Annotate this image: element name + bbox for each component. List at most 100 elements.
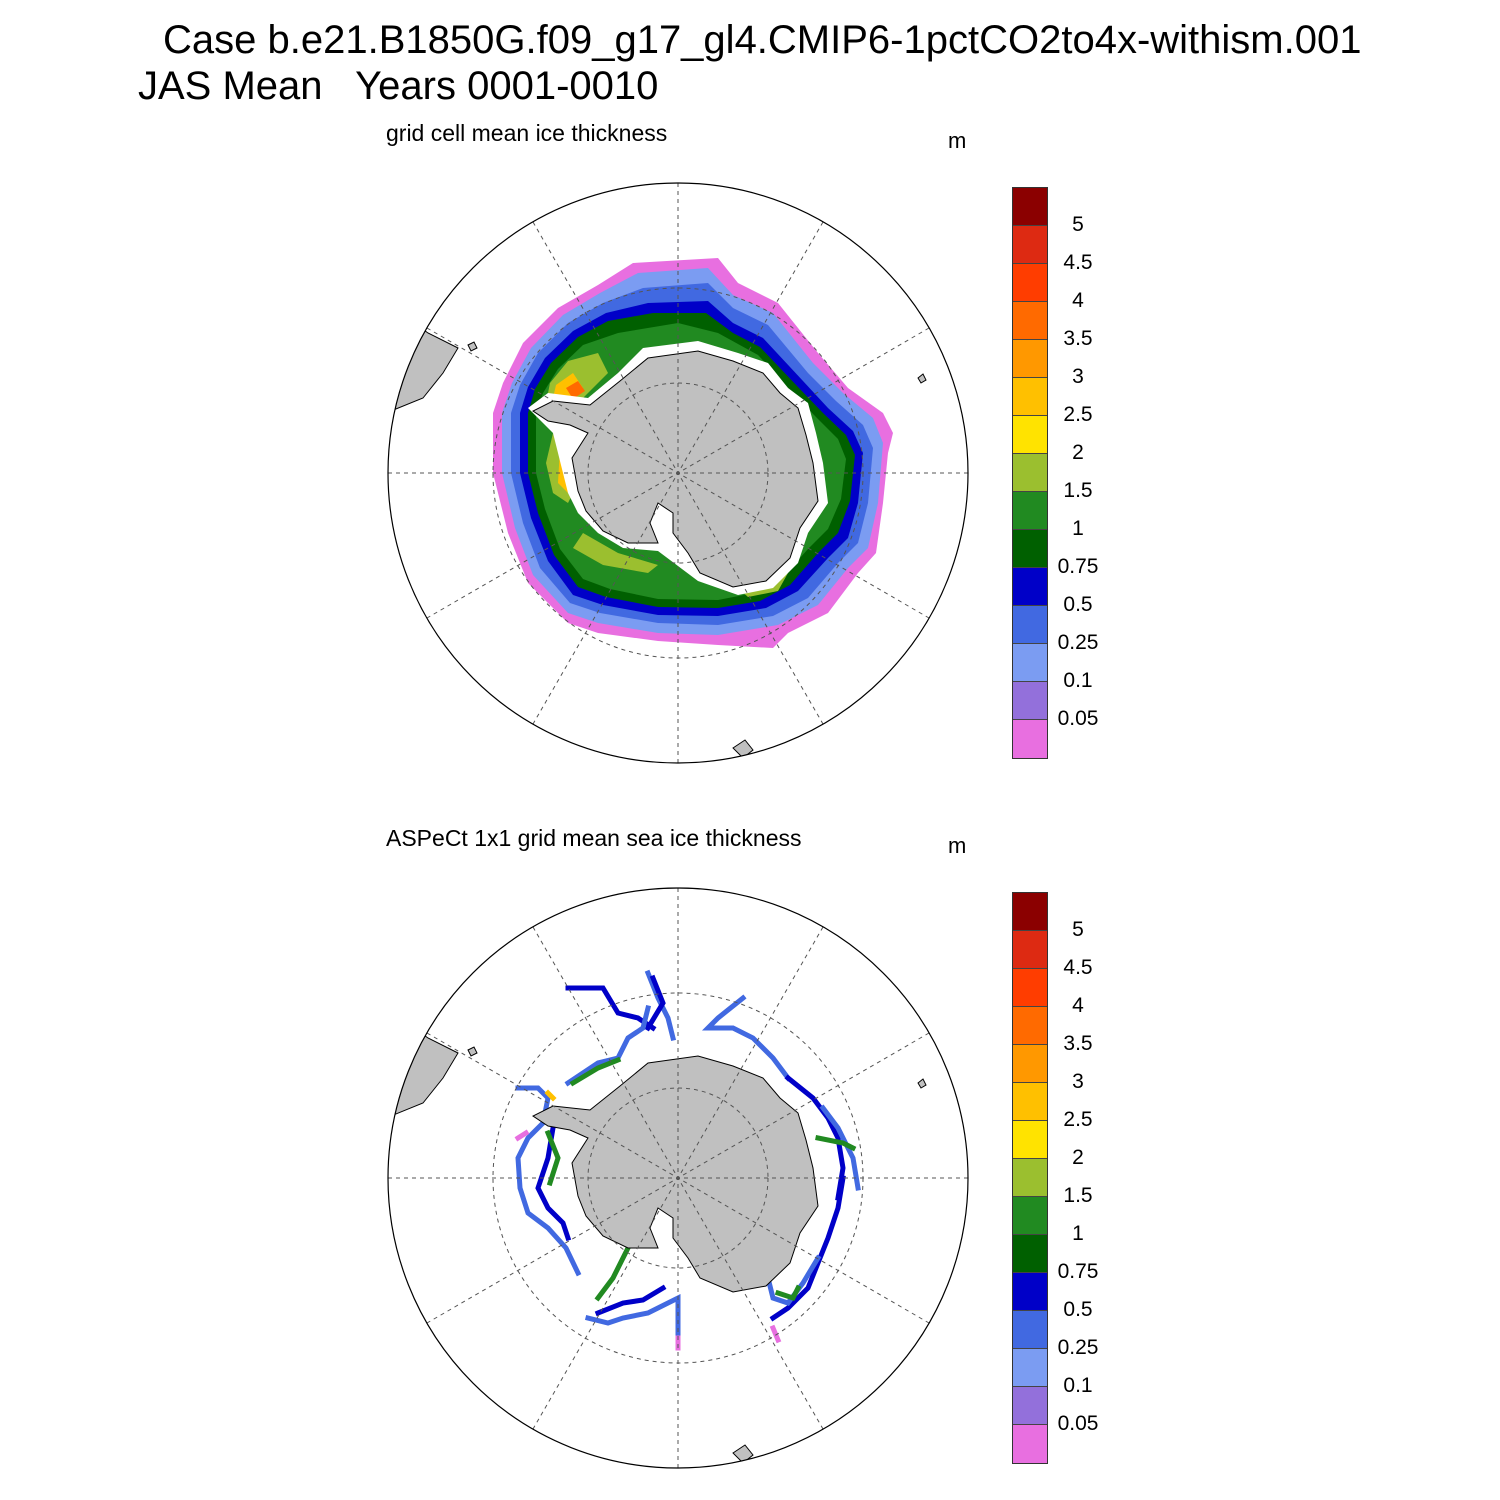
figure-title-period: JAS Mean Years 0001-0010 — [138, 64, 659, 108]
panel1-island — [467, 341, 478, 352]
ship-track — [535, 1125, 572, 1242]
colorbar-swatch — [1013, 340, 1047, 378]
panel2-antarctica — [532, 1055, 819, 1293]
colorbar-tick-label: 3 — [1072, 365, 1084, 388]
colorbar-swatch — [1013, 1083, 1047, 1121]
panel2-ship-tracks — [514, 969, 861, 1351]
colorbar-swatch — [1013, 492, 1047, 530]
colorbar-swatch — [1013, 606, 1047, 644]
colorbar-tick-label: 0.05 — [1057, 1412, 1099, 1435]
colorbar-tick-label: 0.5 — [1063, 1298, 1093, 1321]
colorbar-swatch — [1013, 1349, 1047, 1387]
colorbar-swatch — [1013, 720, 1047, 758]
panel2-colorbar — [1012, 892, 1048, 1464]
ship-track — [774, 1284, 802, 1302]
ship-track — [565, 985, 657, 1032]
colorbar-swatch — [1013, 568, 1047, 606]
colorbar-swatch — [1013, 416, 1047, 454]
colorbar-swatch — [1013, 188, 1047, 226]
colorbar-swatch — [1013, 302, 1047, 340]
colorbar-tick-label: 0.25 — [1057, 631, 1099, 654]
colorbar-tick-label: 4 — [1072, 994, 1084, 1017]
colorbar-swatch — [1013, 644, 1047, 682]
colorbar-swatch — [1013, 931, 1047, 969]
ship-track — [594, 1284, 667, 1317]
ship-track — [644, 969, 677, 1042]
colorbar-swatch — [1013, 1121, 1047, 1159]
panel2-south-america — [388, 1007, 459, 1119]
colorbar-swatch — [1013, 1007, 1047, 1045]
colorbar-swatch — [1013, 1197, 1047, 1235]
panel2-title: ASPeCt 1x1 grid mean sea ice thickness — [386, 825, 802, 851]
colorbar-tick-label: 0.5 — [1063, 593, 1093, 616]
panel1-map-boundary — [387, 182, 969, 764]
colorbar-tick-label: 4.5 — [1063, 956, 1093, 979]
colorbar-tick-label: 0.75 — [1057, 1260, 1099, 1283]
ship-track — [815, 1135, 857, 1152]
ship-track — [564, 1004, 652, 1087]
colorbar-swatch — [1013, 1387, 1047, 1425]
colorbar-tick-label: 0.05 — [1057, 707, 1099, 730]
colorbar-tick-label: 3.5 — [1063, 327, 1093, 350]
colorbar-swatch — [1013, 1045, 1047, 1083]
colorbar-swatch — [1013, 378, 1047, 416]
colorbar-tick-label: 3 — [1072, 1070, 1084, 1093]
colorbar-tick-label: 1.5 — [1063, 1184, 1093, 1207]
panel1-south-america — [388, 302, 459, 414]
ship-track — [544, 1089, 557, 1102]
colorbar-tick-label: 2.5 — [1063, 1108, 1093, 1131]
colorbar-tick-label: 5 — [1072, 213, 1084, 236]
panel2-graticule — [388, 888, 968, 1468]
panel1-antarctica — [532, 350, 819, 588]
colorbar-tick-label: 2.5 — [1063, 403, 1093, 426]
colorbar-swatch — [1013, 969, 1047, 1007]
colorbar-swatch — [1013, 264, 1047, 302]
ship-track — [514, 1129, 530, 1142]
panel1-polar-map — [387, 182, 969, 764]
colorbar-swatch — [1013, 226, 1047, 264]
ship-track — [701, 994, 792, 1082]
panel1-unit-label: m — [948, 128, 967, 153]
ship-track — [764, 1254, 822, 1306]
panel1-island — [732, 739, 754, 759]
colorbar-swatch — [1013, 682, 1047, 720]
colorbar-swatch — [1013, 1425, 1047, 1463]
panel2-unit-label: m — [948, 833, 967, 858]
panel2-polar-map — [387, 887, 969, 1469]
colorbar-swatch — [1013, 893, 1047, 931]
colorbar-tick-label: 0.25 — [1057, 1336, 1099, 1359]
panel2-island — [917, 1078, 927, 1089]
colorbar-swatch — [1013, 1159, 1047, 1197]
panel2-island — [467, 1046, 478, 1057]
colorbar-swatch — [1013, 454, 1047, 492]
panel1-island — [917, 373, 927, 384]
colorbar-tick-label: 2 — [1072, 1146, 1084, 1169]
colorbar-tick-label: 5 — [1072, 918, 1084, 941]
colorbar-swatch — [1013, 530, 1047, 568]
ship-track — [544, 1129, 561, 1187]
colorbar-tick-label: 1 — [1072, 1222, 1084, 1245]
ship-track — [769, 1175, 846, 1322]
colorbar-tick-label: 1 — [1072, 517, 1084, 540]
ice-band-3.5 — [566, 381, 585, 399]
panel1-colorbar — [1012, 187, 1048, 759]
colorbar-swatch — [1013, 1273, 1047, 1311]
colorbar-tick-label: 0.75 — [1057, 555, 1099, 578]
colorbar-tick-label: 3.5 — [1063, 1032, 1093, 1055]
colorbar-tick-label: 4 — [1072, 289, 1084, 312]
ship-track — [644, 974, 666, 1032]
figure-title-case: Case b.e21.B1850G.f09_g17_gl4.CMIP6-1pct… — [163, 18, 1362, 62]
panel2-map-boundary — [387, 887, 969, 1469]
panel1-graticule — [388, 183, 968, 763]
colorbar-tick-label: 1.5 — [1063, 479, 1093, 502]
colorbar-swatch — [1013, 1311, 1047, 1349]
ship-track — [515, 1085, 582, 1277]
panel2-island — [732, 1444, 754, 1464]
colorbar-tick-label: 0.1 — [1063, 669, 1093, 692]
colorbar-tick-label: 0.1 — [1063, 1374, 1093, 1397]
ship-track — [594, 1244, 632, 1302]
ship-track — [784, 1074, 846, 1201]
ship-track — [569, 1056, 622, 1087]
colorbar-swatch — [1013, 1235, 1047, 1273]
ship-track — [769, 1324, 782, 1344]
